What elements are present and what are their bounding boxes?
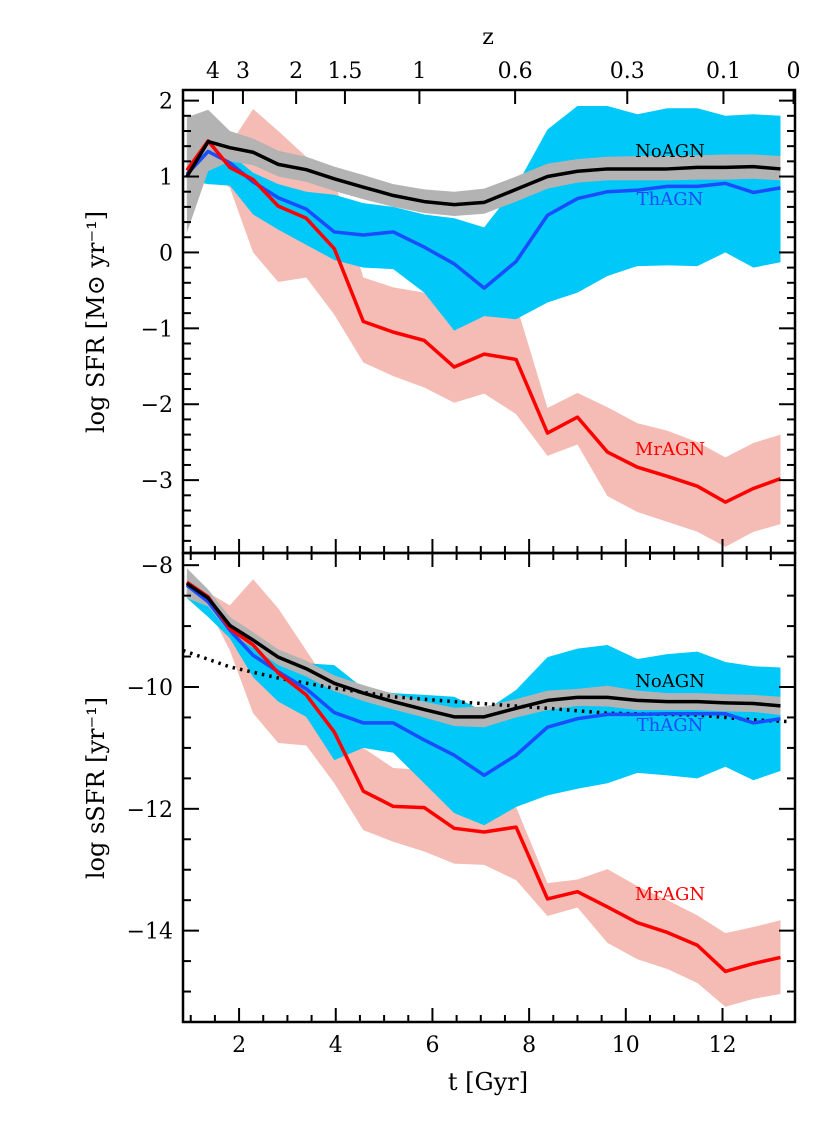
line-thagn xyxy=(185,583,781,778)
z-tick-label: 0.3 xyxy=(610,59,645,84)
band-thagn xyxy=(186,583,781,826)
line-noagn xyxy=(185,139,781,207)
z-tick-label: 0 xyxy=(787,59,801,84)
x-tick-label: 6 xyxy=(425,1033,439,1058)
line-noagn xyxy=(185,582,781,719)
z-tick-label: 3 xyxy=(236,59,250,84)
x-tick-label: 10 xyxy=(612,1033,640,1058)
line-mragn xyxy=(185,580,781,974)
y-tick-label: −2 xyxy=(141,393,173,418)
series-label-thagn: ThAGN xyxy=(637,715,704,736)
x-tick-label: 2 xyxy=(232,1033,246,1058)
series-label-mragn: MrAGN xyxy=(635,884,705,905)
top-panel-sfr: NoAGN ThAGN MrAGN 2 1 0 −1 −2 −3 xyxy=(141,88,797,555)
z-tick-label: 1 xyxy=(412,59,426,84)
z-tick-label: 1.5 xyxy=(327,59,362,84)
series-label-mragn: MrAGN xyxy=(635,439,705,460)
z-tick-label: 4 xyxy=(206,59,220,84)
bottom-panel-ssfr: NoAGN ThAGN MrAGN −8 −10 −12 −14 2 4 6 8 10 12 xyxy=(127,551,797,1058)
x-axis-label: t [Gyr] xyxy=(448,1068,528,1096)
z-axis-label: z xyxy=(482,25,494,50)
top-y-axis-label: log SFR [M⊙ yr⁻¹] xyxy=(82,211,110,433)
y-tick-label: 2 xyxy=(159,90,173,115)
y-tick-label: −3 xyxy=(141,469,173,494)
series-label-thagn: ThAGN xyxy=(637,189,704,210)
plot-frame xyxy=(181,551,797,1024)
y-tick-label: −1 xyxy=(141,317,173,342)
band-noagn xyxy=(186,568,781,728)
series-label-noagn: NoAGN xyxy=(635,671,705,692)
z-tick-label: 0.6 xyxy=(498,59,533,84)
x-tick-label: 8 xyxy=(522,1033,536,1058)
y-tick-label: 0 xyxy=(159,241,173,266)
y-tick-label: 1 xyxy=(159,166,173,191)
x-tick-label: 12 xyxy=(708,1033,736,1058)
y-tick-label: −14 xyxy=(127,920,173,945)
y-tick-label: −10 xyxy=(127,676,173,701)
x-tick-label: 4 xyxy=(329,1033,343,1058)
top-axis-redshift: 4 3 2 1.5 1 0.6 0.3 0.1 0 xyxy=(206,59,801,104)
band-mragn xyxy=(186,577,781,1007)
y-tick-label: −8 xyxy=(141,554,173,579)
bottom-y-axis-label: log sSFR [yr⁻¹] xyxy=(82,697,110,879)
line-mragn xyxy=(185,139,782,504)
series-label-noagn: NoAGN xyxy=(635,141,705,162)
z-tick-label: 0.1 xyxy=(706,59,741,84)
y-tick-label: −12 xyxy=(127,798,173,823)
line-thagn xyxy=(185,149,781,290)
z-tick-label: 2 xyxy=(289,59,303,84)
